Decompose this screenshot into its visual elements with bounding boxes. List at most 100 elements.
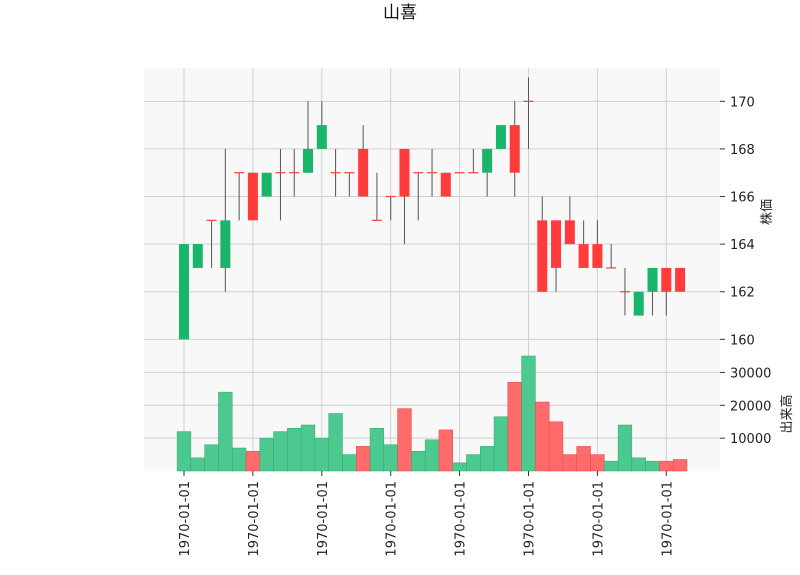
volume-bar	[342, 454, 357, 472]
candle	[413, 172, 424, 221]
volume-bar	[231, 447, 247, 472]
candle-body	[482, 148, 493, 173]
candle-body	[661, 267, 672, 292]
candle-body	[247, 172, 258, 221]
volume-y-axis-label: 出来高	[779, 394, 795, 433]
x-tick-label: 1970-01-01	[385, 481, 400, 557]
volume-bar	[204, 444, 219, 472]
candle	[358, 125, 369, 197]
volume-bar	[452, 462, 467, 472]
candle	[578, 220, 589, 268]
price-panel: 160 162 164 166 168 170 株価	[144, 68, 775, 356]
volume-bar	[287, 428, 302, 472]
candle-body	[578, 244, 589, 268]
candle	[633, 291, 644, 316]
volume-bar	[273, 431, 288, 472]
candle-body	[220, 220, 231, 268]
x-tick-label: 1970-01-01	[591, 481, 606, 557]
volume-bar	[424, 439, 440, 472]
volume-tick-label: 20000	[730, 399, 771, 414]
candle	[675, 267, 686, 292]
candle	[192, 244, 203, 268]
candle	[385, 195, 396, 221]
candle	[220, 148, 231, 292]
volume-bar	[328, 413, 343, 472]
x-tick-label: 1970-01-01	[178, 481, 193, 557]
volume-bar	[645, 460, 660, 472]
candle-body	[179, 244, 189, 340]
volume-bar	[480, 446, 495, 472]
candle-body	[495, 125, 506, 149]
volume-bar	[259, 437, 274, 472]
price-tick-label: 162	[730, 286, 755, 301]
volume-bar	[438, 429, 453, 472]
volume-bar	[190, 457, 205, 472]
volume-bar	[617, 424, 633, 472]
candle	[606, 244, 617, 269]
volume-bar	[521, 355, 536, 472]
volume-bar	[507, 382, 522, 472]
candle	[289, 148, 300, 197]
price-tick-label: 170	[730, 95, 755, 110]
volume-bar	[576, 446, 591, 472]
volume-bar	[535, 401, 550, 472]
candle-body	[551, 220, 562, 268]
candle	[399, 148, 410, 245]
candle	[206, 219, 217, 268]
candle-body	[303, 148, 314, 173]
volume-bar	[411, 451, 426, 472]
candle	[619, 267, 630, 316]
candle	[523, 77, 534, 149]
x-axis-ticks: 1970-01-01 1970-01-01 1970-01-01 1970-01-01…	[178, 471, 675, 557]
candle	[537, 196, 548, 292]
volume-bar	[397, 408, 412, 472]
x-tick-label: 1970-01-01	[247, 481, 262, 557]
volume-bar	[356, 446, 371, 472]
candle-body	[440, 172, 451, 197]
candle-body	[316, 125, 327, 149]
candle	[495, 125, 506, 149]
volume-bar	[383, 444, 398, 472]
candle	[551, 220, 562, 292]
price-y-ticks: 160 162 164 166 168 170	[720, 95, 755, 348]
candle	[303, 101, 314, 173]
volume-tick-label: 10000	[730, 432, 771, 447]
price-y-axis-label: 株価	[760, 199, 775, 225]
candle	[344, 172, 355, 197]
price-panel-background	[144, 68, 720, 356]
chart-title: 山喜	[383, 3, 417, 23]
candle	[371, 172, 382, 221]
x-tick-label: 1970-01-01	[523, 481, 538, 557]
candle	[234, 172, 245, 221]
volume-bar	[300, 424, 316, 472]
candle-body	[261, 172, 272, 197]
candle-body	[509, 125, 520, 173]
price-tick-label: 164	[730, 238, 755, 253]
candle-body	[647, 267, 658, 292]
volume-y-ticks: 10000 20000 30000	[720, 366, 771, 447]
price-tick-label: 160	[730, 333, 755, 348]
volume-bar	[562, 454, 577, 472]
candle-body	[358, 148, 369, 197]
volume-bar	[245, 451, 261, 472]
price-tick-label: 168	[730, 143, 755, 158]
candle	[592, 220, 603, 268]
volume-bars	[176, 355, 688, 472]
candle-body	[564, 220, 575, 245]
volume-bar	[369, 428, 385, 472]
volume-bar	[672, 459, 688, 472]
candle-body	[537, 220, 548, 292]
candle-body	[675, 267, 686, 292]
candle	[179, 244, 189, 340]
candle	[564, 196, 575, 245]
volume-panel: 10000 20000 30000 出来高	[144, 355, 795, 472]
candle	[247, 172, 258, 221]
volume-bar	[590, 454, 605, 472]
candle-body	[633, 291, 644, 316]
candle	[261, 172, 272, 197]
candle	[468, 148, 479, 174]
x-tick-label: 1970-01-01	[454, 481, 469, 557]
candle-body	[592, 244, 603, 268]
volume-bar	[631, 457, 646, 472]
